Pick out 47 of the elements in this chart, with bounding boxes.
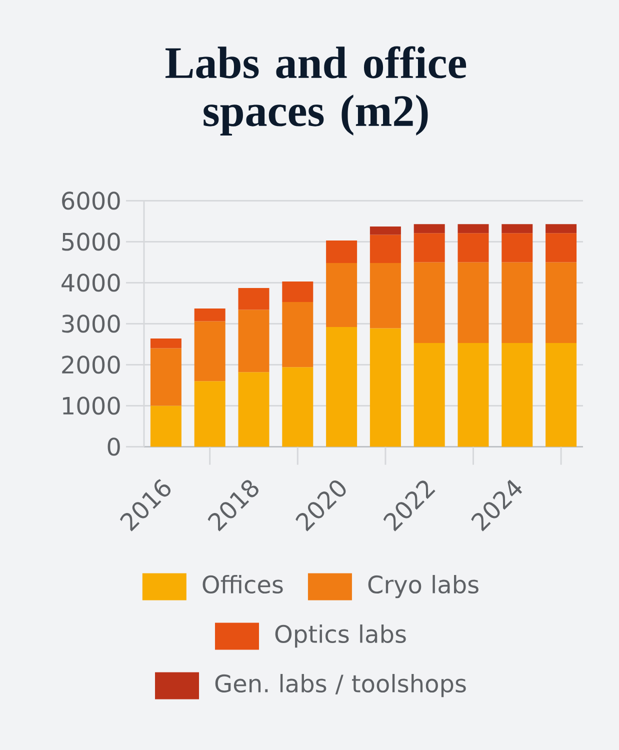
bar bbox=[458, 224, 489, 234]
bar bbox=[370, 234, 401, 264]
bar bbox=[282, 367, 314, 447]
bar bbox=[414, 342, 445, 447]
y-tick-label: 4000 bbox=[62, 274, 120, 292]
bar bbox=[282, 281, 314, 302]
bar bbox=[194, 308, 226, 322]
y-tick-label: 0 bbox=[108, 438, 120, 456]
bar bbox=[194, 381, 226, 447]
bar bbox=[282, 302, 314, 368]
chart-title: Labs and office spaces (m2) bbox=[166, 46, 466, 136]
y-tick-label: 3000 bbox=[62, 314, 120, 333]
bar bbox=[502, 342, 533, 447]
bar bbox=[502, 262, 533, 343]
bar bbox=[458, 342, 489, 447]
bar bbox=[458, 233, 489, 262]
bar bbox=[414, 233, 445, 262]
bar bbox=[546, 342, 577, 447]
legend-label: Optics labs bbox=[275, 624, 406, 648]
bar bbox=[326, 326, 358, 447]
legend-label: Cryo labs bbox=[368, 574, 478, 598]
bar bbox=[502, 224, 533, 234]
bar bbox=[238, 310, 270, 372]
legend-label: Gen. labs / toolshops bbox=[215, 674, 466, 698]
bar bbox=[194, 321, 226, 382]
bar bbox=[150, 406, 182, 447]
bar bbox=[370, 263, 401, 328]
y-tick-label: 5000 bbox=[62, 232, 120, 251]
bar bbox=[150, 338, 182, 348]
y-tick-label: 6000 bbox=[62, 192, 120, 210]
legend-label: Offices bbox=[202, 574, 283, 594]
bar bbox=[326, 263, 358, 327]
y-tick-label: 2000 bbox=[62, 356, 120, 374]
y-tick-label: 1000 bbox=[63, 396, 120, 415]
bar bbox=[414, 262, 445, 343]
bar bbox=[502, 233, 533, 262]
bar bbox=[326, 240, 358, 264]
bar bbox=[546, 262, 577, 343]
bar bbox=[458, 262, 489, 343]
bar bbox=[414, 224, 445, 234]
bar bbox=[150, 348, 182, 406]
bar bbox=[370, 328, 401, 447]
bar bbox=[238, 372, 270, 447]
bar bbox=[370, 226, 401, 235]
bar bbox=[546, 233, 577, 262]
bar bbox=[238, 288, 270, 310]
bar bbox=[546, 224, 577, 234]
